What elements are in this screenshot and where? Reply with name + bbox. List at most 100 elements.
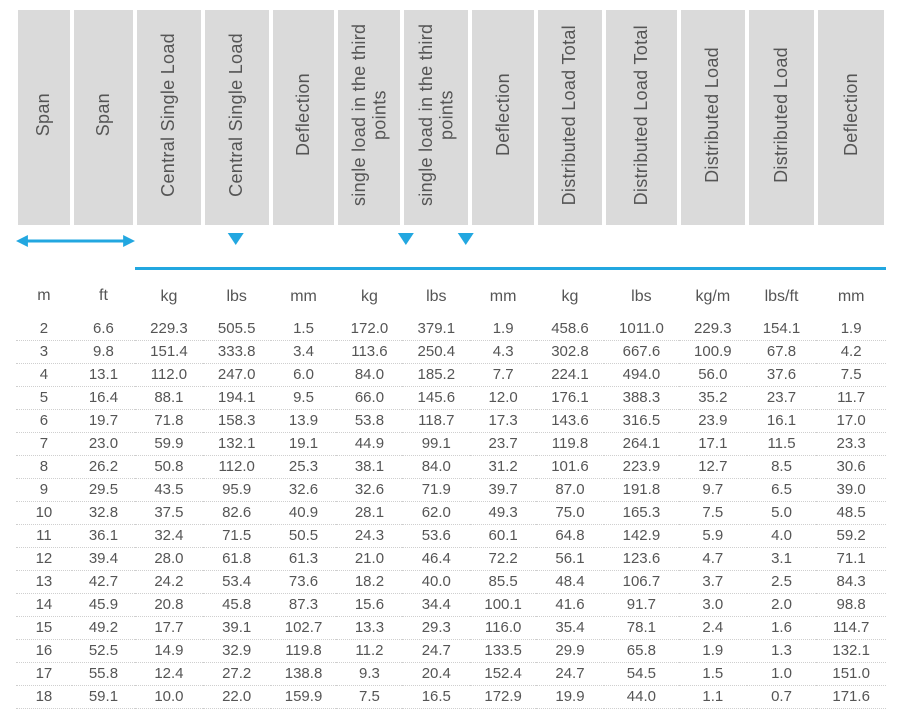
data-cell: 82.6	[203, 502, 271, 525]
data-cell: 15	[16, 617, 72, 640]
data-cell: 112.0	[203, 456, 271, 479]
data-cell: 59.1	[72, 686, 135, 709]
data-cell: 11.2	[336, 640, 402, 663]
data-cell: 39.7	[470, 479, 536, 502]
data-cell: 250.4	[402, 341, 470, 364]
table-row: 516.488.1194.19.566.0145.612.0176.1388.3…	[16, 387, 886, 410]
data-cell: 667.6	[604, 341, 679, 364]
data-cell: 379.1	[402, 318, 470, 341]
load-capacity-table: Span Span Central Single Load Central Si…	[14, 10, 888, 709]
data-cell: 18.2	[336, 571, 402, 594]
data-cell: 32.6	[336, 479, 402, 502]
data-cell: 3.1	[747, 548, 817, 571]
data-cell: 72.2	[470, 548, 536, 571]
data-cell: 91.7	[604, 594, 679, 617]
data-cell: 28.1	[336, 502, 402, 525]
data-cell: 24.7	[402, 640, 470, 663]
unit-cell: lbs	[604, 269, 679, 319]
table-row: 826.250.8112.025.338.184.031.2101.6223.9…	[16, 456, 886, 479]
table-body: 26.6229.3505.51.5172.0379.11.9458.61011.…	[16, 318, 886, 709]
data-cell: 1011.0	[604, 318, 679, 341]
unit-cell: kg	[135, 269, 203, 319]
col-header-label: Distributed Load	[702, 47, 723, 183]
data-cell: 6	[16, 410, 72, 433]
data-cell: 5.0	[747, 502, 817, 525]
units-row: m ft kg lbs mm kg lbs mm kg lbs kg/m lbs…	[16, 269, 886, 319]
data-cell: 22.0	[203, 686, 271, 709]
data-cell: 4	[16, 364, 72, 387]
data-cell: 32.4	[135, 525, 203, 548]
data-cell: 64.8	[536, 525, 604, 548]
data-cell: 132.1	[203, 433, 271, 456]
data-cell: 31.2	[470, 456, 536, 479]
data-cell: 19.7	[72, 410, 135, 433]
data-cell: 388.3	[604, 387, 679, 410]
data-cell: 50.8	[135, 456, 203, 479]
col-header-dist-def: Deflection	[816, 10, 886, 225]
data-cell: 41.6	[536, 594, 604, 617]
data-cell: 48.4	[536, 571, 604, 594]
data-cell: 223.9	[604, 456, 679, 479]
data-cell: 9.8	[72, 341, 135, 364]
col-header-dist-tot-lbs: Distributed Load Total	[604, 10, 679, 225]
col-header-label: Span	[93, 93, 114, 136]
data-cell: 458.6	[536, 318, 604, 341]
data-cell: 119.8	[271, 640, 337, 663]
table-row: 413.1112.0247.06.084.0185.27.7224.1494.0…	[16, 364, 886, 387]
data-cell: 4.0	[747, 525, 817, 548]
data-cell: 52.5	[72, 640, 135, 663]
data-cell: 71.8	[135, 410, 203, 433]
data-cell: 20.4	[402, 663, 470, 686]
data-cell: 56.0	[679, 364, 747, 387]
data-cell: 61.3	[271, 548, 337, 571]
data-cell: 224.1	[536, 364, 604, 387]
data-cell: 302.8	[536, 341, 604, 364]
data-cell: 32.8	[72, 502, 135, 525]
data-cell: 316.5	[604, 410, 679, 433]
data-cell: 123.6	[604, 548, 679, 571]
data-cell: 25.3	[271, 456, 337, 479]
data-cell: 32.6	[271, 479, 337, 502]
data-cell: 194.1	[203, 387, 271, 410]
data-cell: 1.0	[747, 663, 817, 686]
table-row: 1342.724.253.473.618.240.085.548.4106.73…	[16, 571, 886, 594]
data-cell: 60.1	[470, 525, 536, 548]
data-cell: 37.6	[747, 364, 817, 387]
data-cell: 159.9	[271, 686, 337, 709]
data-cell: 17.7	[135, 617, 203, 640]
data-cell: 16	[16, 640, 72, 663]
data-cell: 132.1	[816, 640, 886, 663]
table-row: 1652.514.932.9119.811.224.7133.529.965.8…	[16, 640, 886, 663]
data-cell: 62.0	[402, 502, 470, 525]
table-row: 929.543.595.932.632.671.939.787.0191.89.…	[16, 479, 886, 502]
col-header-dist-tot-kg: Distributed Load Total	[536, 10, 604, 225]
col-header-span-ft: Span	[72, 10, 135, 225]
data-cell: 494.0	[604, 364, 679, 387]
data-cell: 61.8	[203, 548, 271, 571]
data-cell: 1.3	[747, 640, 817, 663]
distributed-load-diagram-cell	[536, 225, 886, 269]
data-cell: 7.5	[336, 686, 402, 709]
col-header-label: Distributed Load Total	[559, 25, 580, 205]
data-cell: 27.2	[203, 663, 271, 686]
data-cell: 151.0	[816, 663, 886, 686]
data-cell: 4.3	[470, 341, 536, 364]
data-cell: 13.1	[72, 364, 135, 387]
data-cell: 1.5	[271, 318, 337, 341]
data-cell: 36.1	[72, 525, 135, 548]
two-point-load-icon	[336, 231, 536, 251]
table-row: 39.8151.4333.83.4113.6250.44.3302.8667.6…	[16, 341, 886, 364]
data-cell: 1.5	[679, 663, 747, 686]
data-cell: 9.7	[679, 479, 747, 502]
col-header-label: Distributed Load	[771, 47, 792, 183]
unit-cell: lbs	[402, 269, 470, 319]
data-cell: 176.1	[536, 387, 604, 410]
data-cell: 158.3	[203, 410, 271, 433]
data-cell: 65.8	[604, 640, 679, 663]
unit-cell: ft	[72, 269, 135, 319]
col-header-csl-kg: Central Single Load	[135, 10, 203, 225]
load-diagram-row	[16, 225, 886, 269]
data-cell: 59.2	[816, 525, 886, 548]
data-cell: 17.3	[470, 410, 536, 433]
data-cell: 49.3	[470, 502, 536, 525]
